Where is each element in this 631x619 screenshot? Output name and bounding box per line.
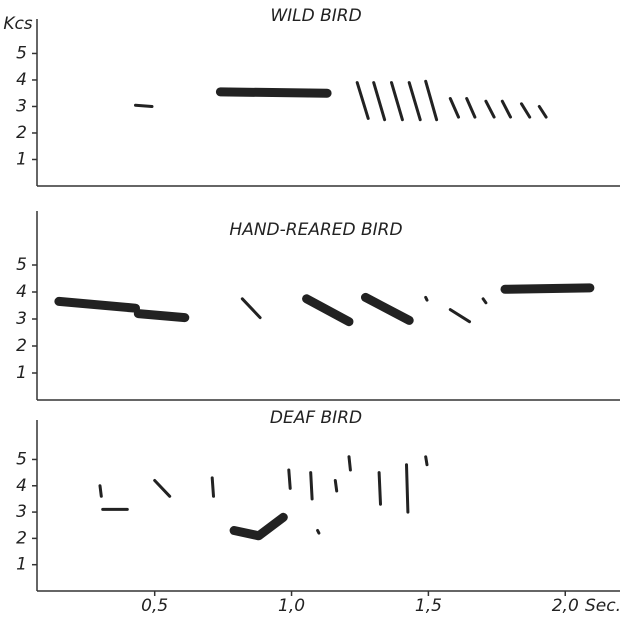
note-trace	[372, 81, 387, 122]
note-trace	[54, 296, 140, 313]
y-tick-label: 1	[16, 149, 27, 169]
note-trace	[210, 476, 215, 498]
note-trace	[133, 309, 190, 323]
y-tick-label: 1	[16, 363, 27, 383]
panel-title: DEAF BIRD	[270, 408, 362, 428]
note-trace	[98, 484, 103, 498]
note-trace	[481, 297, 488, 305]
note-trace	[407, 81, 422, 122]
y-tick-label: 5	[16, 43, 27, 63]
note-trace	[424, 455, 429, 467]
y-tick-label: 4	[16, 476, 27, 496]
note-trace	[229, 512, 288, 541]
note-trace	[405, 463, 410, 514]
y-tick-label: 2	[16, 528, 27, 548]
x-tick-label: 1,0	[278, 596, 305, 616]
panel-title: WILD BIRD	[270, 6, 361, 26]
y-tick-label: 2	[16, 336, 27, 356]
y-tick-label: 3	[16, 96, 27, 116]
note-trace	[347, 455, 352, 472]
note-trace	[390, 81, 404, 122]
note-trace	[316, 529, 321, 535]
note-trace	[520, 102, 532, 119]
note-trace	[302, 294, 354, 327]
y-tick-label: 4	[16, 70, 27, 90]
x-axis-label: Sec.	[585, 596, 621, 616]
y-tick-label: 5	[16, 449, 27, 469]
y-tick-label: 3	[16, 502, 27, 522]
x-tick-label: 1,5	[415, 596, 442, 616]
note-trace	[355, 81, 370, 120]
note-trace	[424, 295, 429, 302]
note-trace	[448, 97, 460, 119]
note-trace	[500, 99, 512, 119]
panel-title: HAND-REARED BIRD	[229, 220, 402, 240]
y-tick-label: 2	[16, 123, 27, 143]
note-trace	[309, 471, 314, 501]
x-tick-label: 0,5	[141, 596, 168, 616]
note-trace	[134, 103, 154, 108]
note-trace	[465, 97, 477, 119]
note-trace	[448, 308, 471, 324]
y-tick-label: 4	[16, 282, 27, 302]
note-trace	[287, 468, 292, 490]
note-trace	[153, 479, 172, 498]
note-trace	[484, 99, 496, 119]
y-tick-label: 1	[16, 555, 27, 575]
note-trace	[333, 479, 339, 493]
x-tick-label: 2,0	[552, 596, 579, 616]
note-trace	[361, 292, 414, 325]
note-trace	[240, 297, 262, 320]
y-tick-label: 5	[16, 255, 27, 275]
y-axis-label: Kcs	[3, 14, 32, 34]
note-trace	[537, 105, 548, 119]
note-trace	[500, 283, 595, 294]
y-tick-label: 3	[16, 309, 27, 329]
note-trace	[424, 79, 439, 122]
note-trace	[215, 87, 332, 98]
note-trace	[377, 471, 382, 506]
